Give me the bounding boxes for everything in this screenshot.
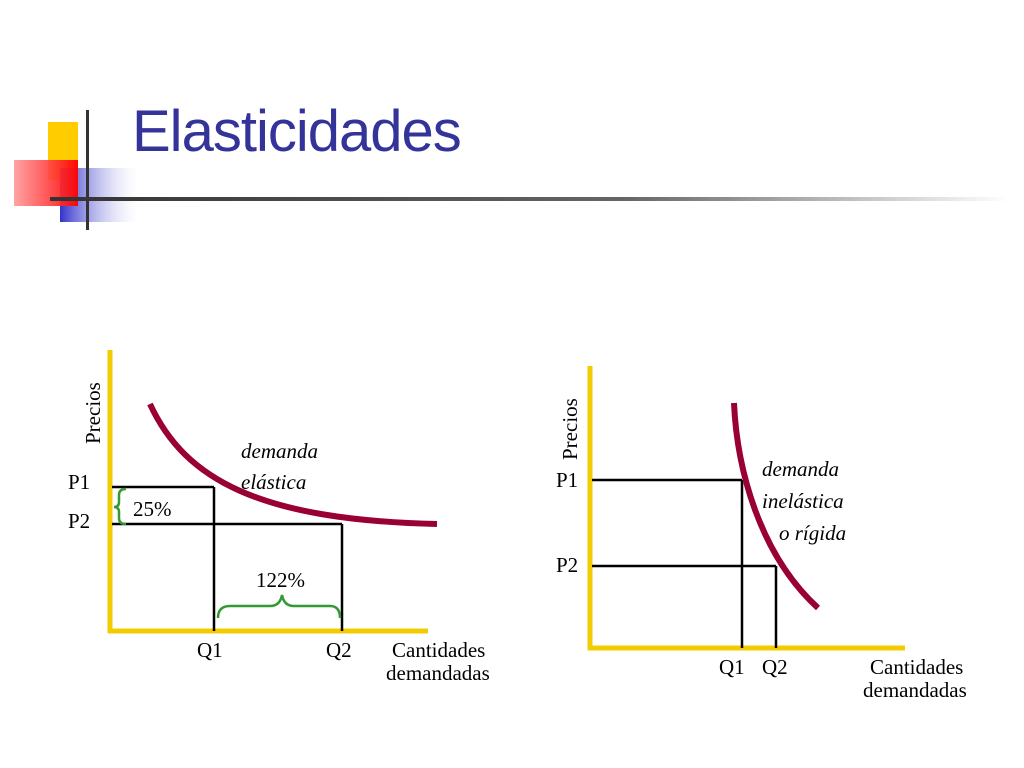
left-x-axis-label-2: demandadas <box>386 661 490 685</box>
right-p2-label: P2 <box>556 553 578 577</box>
left-y-axis-label: Precios <box>81 382 105 444</box>
vertical-rule <box>86 110 89 230</box>
right-p1-label: P1 <box>556 468 578 492</box>
slide-title: Elasticidades <box>132 99 462 164</box>
horizontal-rule <box>50 197 1010 201</box>
left-p2-label: P2 <box>68 509 90 533</box>
left-curve-label-1: demanda <box>241 439 318 463</box>
left-price-brace <box>113 487 127 526</box>
left-q2-label: Q2 <box>326 638 352 662</box>
inelastic-demand-diagram: Precios P1 P2 demanda inelástica o rígid… <box>556 366 967 702</box>
left-q1-label: Q1 <box>197 638 223 662</box>
title-decoration <box>14 110 1010 230</box>
left-quantity-change-label: 122% <box>256 568 305 592</box>
right-curve-label-3: o rígida <box>779 521 846 545</box>
right-x-axis-label-1: Cantidades <box>870 655 963 679</box>
right-x-axis-label-2: demandadas <box>863 678 967 702</box>
right-q1-label: Q1 <box>719 655 745 679</box>
right-curve-label-1: demanda <box>762 457 839 481</box>
left-price-change-label: 25% <box>133 497 172 521</box>
right-q2-label: Q2 <box>762 655 788 679</box>
left-x-axis-label-1: Cantidades <box>392 638 485 662</box>
left-quantity-brace <box>216 594 342 619</box>
right-demand-curve <box>731 402 821 611</box>
left-curve-label-2: elástica <box>241 470 306 494</box>
elastic-demand-diagram: Precios P1 P2 25% 122% demanda elástica … <box>68 350 490 685</box>
left-p1-label: P1 <box>68 470 90 494</box>
left-demand-curve <box>147 402 438 527</box>
right-curve-label-2: inelástica <box>762 489 844 513</box>
right-y-axis-label: Precios <box>558 398 582 460</box>
